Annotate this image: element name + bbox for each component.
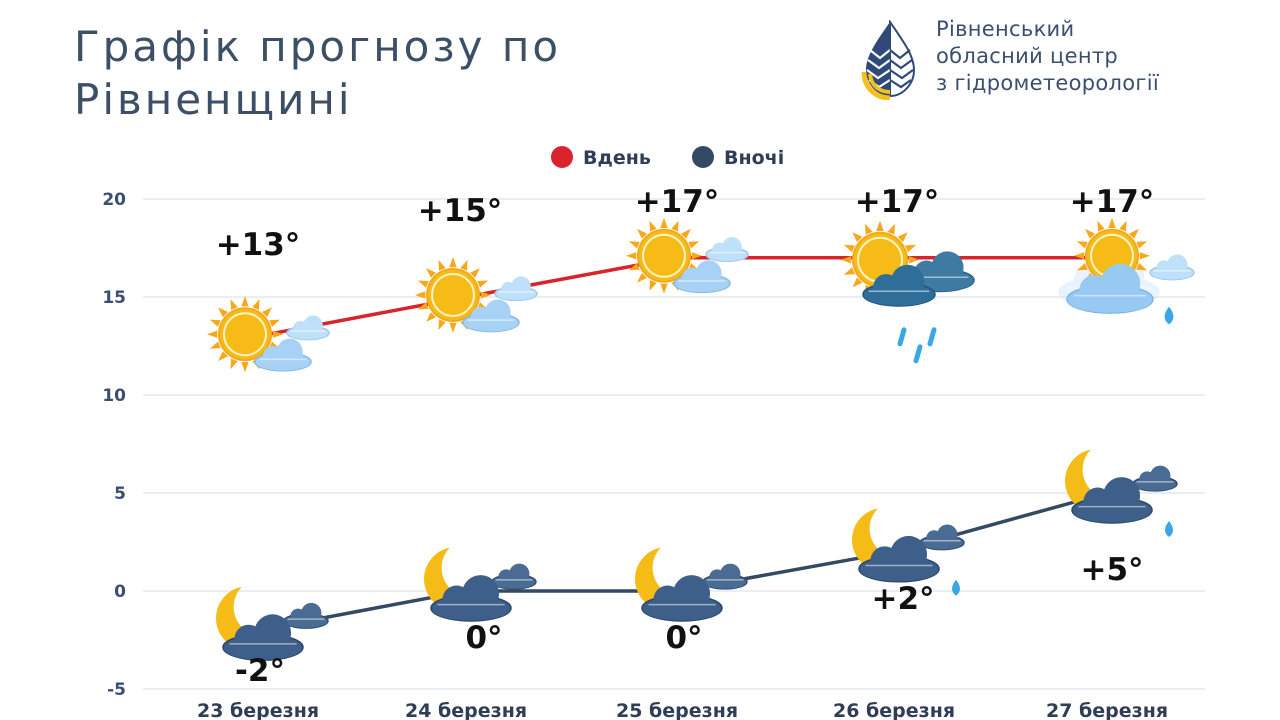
moon-cloudy-icon — [424, 547, 537, 622]
legend-item: Вночі — [692, 146, 784, 169]
data-label: +5° — [1080, 552, 1143, 588]
moon-cloudy-rain-icon — [1065, 449, 1178, 537]
y-tick-label: 10 — [102, 386, 126, 406]
x-tick-label: 23 березня — [197, 700, 319, 720]
x-tick-label: 24 березня — [405, 700, 527, 720]
legend: Вдень Вночі — [551, 146, 784, 169]
x-tick-label: 26 березня — [833, 700, 955, 720]
data-label: 0° — [465, 620, 502, 656]
data-label: 0° — [665, 620, 702, 656]
data-label: -2° — [235, 653, 285, 689]
org-name: Рівненський обласний центр з гідрометеор… — [936, 16, 1256, 97]
moon-cloudy-icon — [216, 586, 329, 661]
org-name-line-3: з гідрометеорології — [936, 71, 1160, 95]
y-axis: -5 0 5 10 15 20 — [102, 190, 126, 700]
sun-partly-cloudy-icon — [415, 257, 538, 333]
y-tick-label: -5 — [107, 680, 126, 700]
y-tick-label: 5 — [114, 484, 126, 504]
sun-thunderstorm-rain-icon — [841, 220, 975, 364]
moon-cloudy-rain-icon — [852, 507, 965, 596]
hydromet-logo-icon — [861, 20, 916, 100]
sun-partly-cloudy-icon — [626, 217, 749, 294]
org-logo: Рівненський обласний центр з гідрометеор… — [860, 16, 1260, 106]
data-label: +17° — [635, 184, 720, 220]
legend-marker — [692, 146, 714, 168]
data-label: +2° — [871, 581, 934, 617]
sun-cloudy-rain-icon — [1058, 217, 1195, 325]
x-axis: 23 березня 24 березня 25 березня 26 березня… — [197, 700, 1168, 720]
x-tick-label: 25 березня — [616, 700, 738, 720]
data-labels: +13° +15° +17° +17° +17° -2° 0° 0° +2° +5° — [216, 184, 1155, 689]
legend-label: Вдень — [583, 147, 651, 169]
data-label: +17° — [855, 184, 940, 220]
legend-item: Вдень — [551, 146, 651, 169]
weather-icons — [207, 217, 1195, 661]
x-tick-label: 27 березня — [1046, 700, 1168, 720]
legend-label: Вночі — [724, 147, 784, 169]
y-tick-label: 0 — [114, 582, 126, 602]
org-name-line-2: обласний центр — [936, 44, 1119, 68]
data-label: +15° — [418, 193, 503, 229]
moon-cloudy-icon — [635, 547, 748, 622]
page-title: Графік прогнозу по Рівненщині — [74, 22, 562, 124]
data-label: +17° — [1070, 184, 1155, 220]
y-tick-label: 15 — [102, 288, 126, 308]
org-name-line-1: Рівненський — [936, 17, 1075, 41]
y-tick-label: 20 — [102, 190, 126, 210]
data-label: +13° — [216, 227, 301, 263]
legend-marker — [551, 146, 573, 168]
sun-partly-cloudy-icon — [207, 296, 330, 373]
